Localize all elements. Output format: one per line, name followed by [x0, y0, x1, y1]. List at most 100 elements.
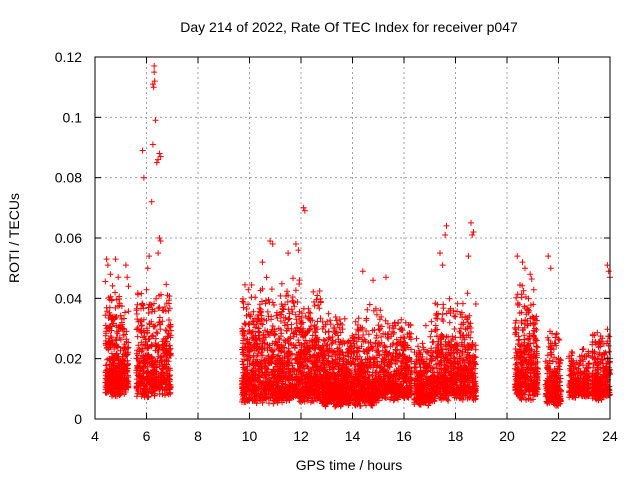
data-point [163, 327, 170, 334]
data-point [110, 391, 117, 398]
data-point [150, 364, 157, 371]
data-point [125, 308, 132, 315]
data-point [250, 308, 257, 315]
data-point [156, 292, 163, 299]
data-point [427, 333, 434, 340]
data-point [108, 316, 115, 323]
data-point [139, 347, 146, 354]
data-point [138, 374, 145, 380]
data-point [145, 310, 152, 316]
data-point [118, 303, 125, 310]
data-point [398, 316, 405, 323]
data-point [459, 300, 466, 307]
data-point [454, 300, 461, 307]
data-point [153, 371, 160, 378]
data-point [156, 386, 163, 392]
data-point [432, 322, 439, 329]
data-point [151, 392, 158, 399]
data-point [106, 361, 113, 368]
data-point [165, 322, 172, 329]
data-point [149, 306, 156, 313]
data-point [341, 315, 348, 322]
data-point [117, 312, 124, 319]
data-point [269, 323, 276, 329]
data-point [256, 305, 263, 312]
data-point [109, 377, 116, 383]
data-point [153, 295, 160, 302]
data-point [106, 382, 113, 389]
data-point [124, 345, 131, 352]
data-point [114, 343, 121, 350]
data-point [145, 389, 152, 396]
data-point [149, 354, 156, 361]
data-point [167, 345, 174, 352]
data-point [355, 315, 362, 322]
data-point [161, 362, 168, 368]
data-point [451, 313, 458, 319]
data-point [163, 281, 170, 288]
data-point [133, 326, 140, 333]
data-point [464, 290, 471, 297]
data-point [124, 372, 131, 379]
data-point [103, 382, 110, 389]
data-point [266, 400, 272, 407]
data-point [413, 335, 420, 342]
data-point [162, 327, 169, 333]
data-point [102, 278, 109, 285]
data-point [166, 346, 173, 353]
data-point [134, 325, 141, 332]
data-point [138, 317, 145, 324]
data-point [428, 318, 435, 325]
data-point [152, 335, 159, 342]
data-point [146, 321, 153, 328]
data-point [161, 342, 168, 349]
data-point [111, 346, 118, 352]
data-point [117, 336, 124, 343]
data-point [102, 332, 109, 339]
data-point [138, 339, 145, 346]
chart-title: Day 214 of 2022, Rate Of TEC Index for r… [180, 19, 518, 35]
data-point [159, 391, 166, 398]
data-point [296, 281, 303, 287]
data-point [165, 307, 172, 314]
data-point [135, 342, 142, 349]
data-point [140, 327, 147, 334]
data-point [284, 288, 290, 295]
data-point [123, 328, 130, 335]
data-point [373, 335, 380, 341]
data-point [113, 350, 120, 357]
data-point [106, 355, 113, 362]
data-point [123, 368, 130, 375]
data-point [146, 358, 153, 365]
data-point [123, 338, 130, 345]
data-point [102, 362, 109, 369]
data-point [306, 309, 313, 316]
data-point [109, 355, 116, 362]
data-point [140, 385, 146, 392]
data-point [105, 387, 112, 394]
data-point [288, 321, 295, 328]
data-point [104, 376, 111, 383]
data-point [163, 348, 170, 355]
data-point [144, 342, 151, 348]
data-point [161, 377, 168, 384]
data-point [124, 367, 131, 374]
data-point [149, 358, 156, 365]
data-point [155, 305, 162, 312]
data-point [133, 369, 140, 376]
data-point [314, 318, 321, 325]
data-point [157, 370, 164, 377]
data-point [472, 301, 479, 307]
data-point [166, 372, 173, 379]
data-point [133, 311, 140, 317]
data-point [111, 382, 118, 389]
data-point [160, 336, 167, 343]
data-point [325, 328, 332, 335]
data-point [113, 322, 120, 329]
data-point [452, 313, 459, 320]
data-point [146, 301, 153, 308]
data-point [133, 355, 140, 362]
data-point [277, 292, 284, 299]
data-point [446, 319, 453, 326]
